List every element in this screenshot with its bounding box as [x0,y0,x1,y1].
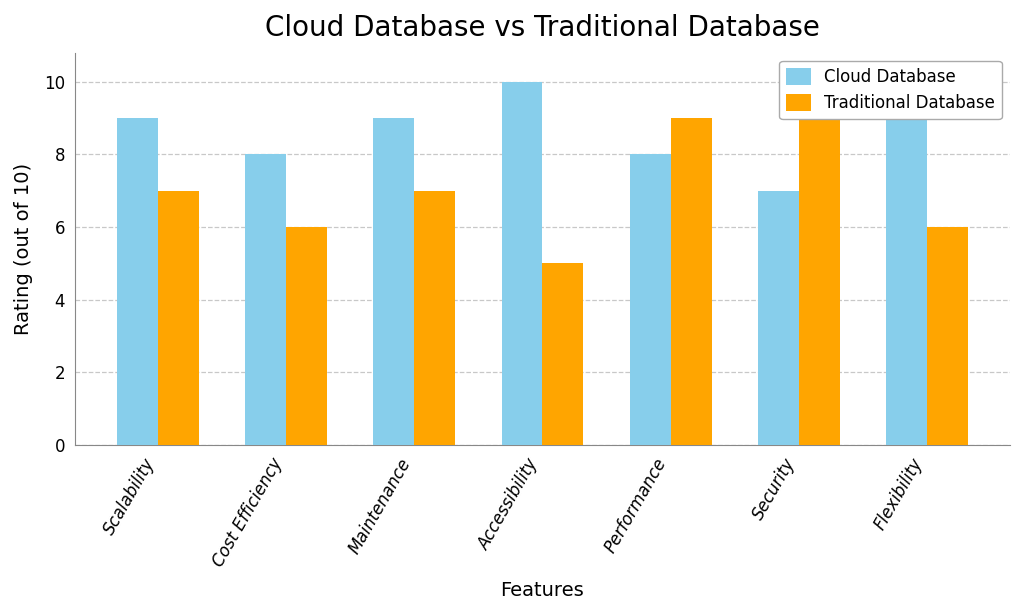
Bar [543,263,584,445]
Y-axis label: Rating (out of 10): Rating (out of 10) [14,163,33,335]
Bar [159,191,200,445]
Bar [886,118,927,445]
Bar [758,191,799,445]
X-axis label: Features: Features [501,581,585,600]
Bar [630,154,671,445]
Bar [502,82,543,445]
Bar [287,227,328,445]
Legend: Cloud Database, Traditional Database: Cloud Database, Traditional Database [779,61,1001,119]
Bar [927,227,968,445]
Bar [374,118,415,445]
Bar [671,118,712,445]
Bar [415,191,456,445]
Bar [799,118,840,445]
Bar [118,118,159,445]
Title: Cloud Database vs Traditional Database: Cloud Database vs Traditional Database [265,14,820,42]
Bar [246,154,287,445]
